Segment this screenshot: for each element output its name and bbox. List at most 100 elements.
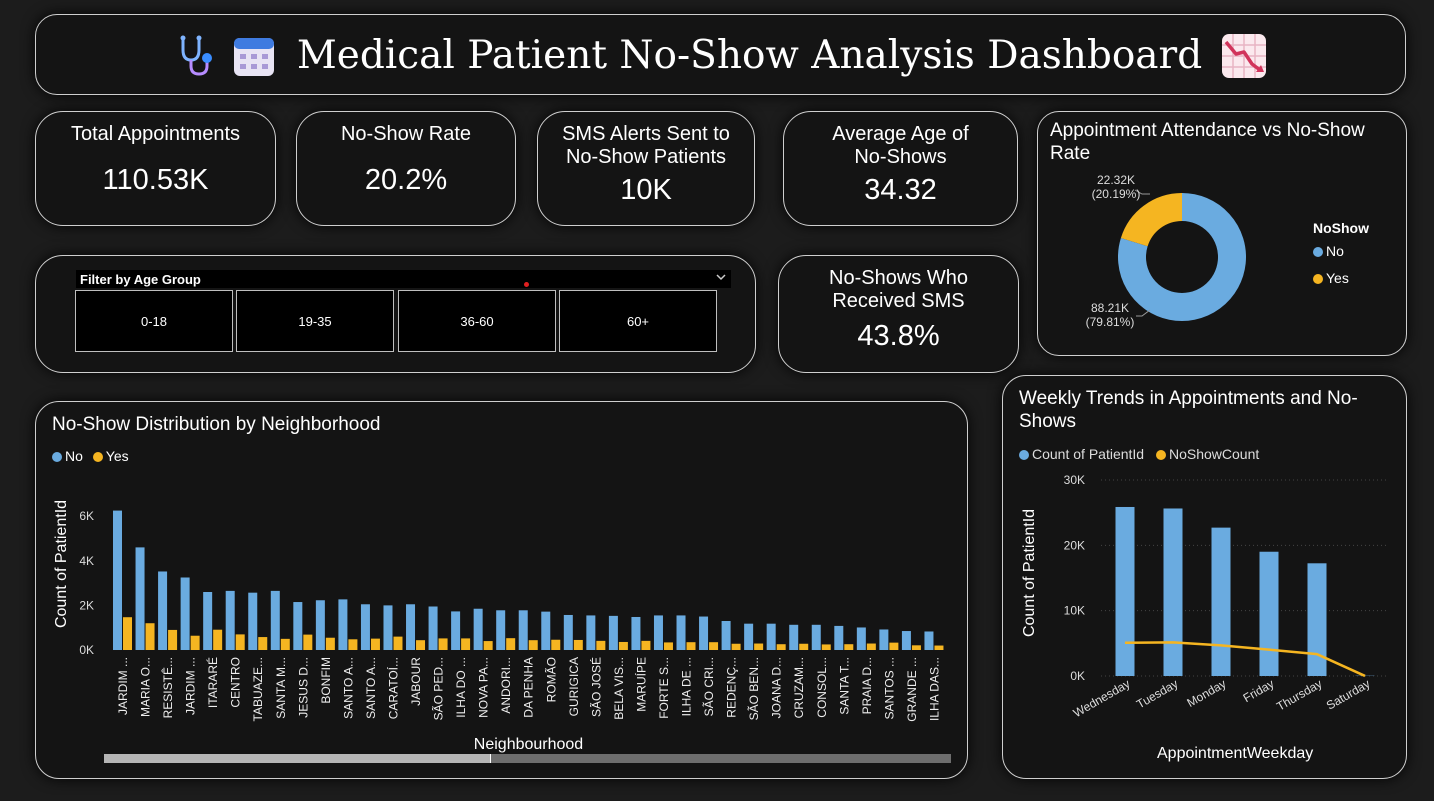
bar-no[interactable]	[721, 621, 731, 650]
bar-no[interactable]	[158, 571, 168, 650]
bar-yes[interactable]	[325, 637, 335, 650]
bar-yes[interactable]	[776, 644, 786, 650]
bar-no[interactable]	[180, 577, 190, 651]
bar-appointments[interactable]	[1115, 506, 1135, 676]
bar-yes[interactable]	[663, 642, 673, 650]
bar-no[interactable]	[834, 625, 844, 650]
bar-yes[interactable]	[303, 634, 313, 650]
bar-yes[interactable]	[280, 638, 290, 650]
filter-header[interactable]: Filter by Age Group	[76, 270, 731, 288]
bar-yes[interactable]	[573, 639, 583, 650]
chevron-down-icon[interactable]	[715, 270, 727, 289]
legend-item-no[interactable]: No	[52, 448, 83, 464]
bar-yes[interactable]	[866, 643, 876, 650]
leader-line-yes	[1134, 189, 1150, 195]
legend-item-yes[interactable]: Yes	[92, 448, 129, 464]
bar-no[interactable]	[135, 547, 145, 650]
bar-yes[interactable]	[348, 639, 358, 650]
bar-no[interactable]	[338, 599, 348, 650]
bar-yes[interactable]	[934, 645, 944, 650]
bar-no[interactable]	[203, 592, 213, 650]
bar-no[interactable]	[270, 590, 280, 650]
age-option-36-60[interactable]: 36-60	[398, 290, 556, 352]
bar-no[interactable]	[586, 615, 596, 650]
bar-no[interactable]	[901, 631, 911, 650]
age-option-0-18[interactable]: 0-18	[75, 290, 233, 352]
bar-yes[interactable]	[821, 644, 831, 650]
bar-no[interactable]	[428, 606, 438, 651]
bar-no[interactable]	[676, 615, 686, 650]
bar-yes[interactable]	[145, 623, 155, 650]
bar-yes[interactable]	[370, 638, 380, 650]
age-option-19-35[interactable]: 19-35	[236, 290, 394, 352]
bar-no[interactable]	[744, 623, 754, 650]
bar-no[interactable]	[360, 604, 370, 650]
age-option-60-plus[interactable]: 60+	[559, 290, 717, 352]
bar-no[interactable]	[856, 627, 866, 650]
bar-yes[interactable]	[123, 617, 132, 650]
bar-yes[interactable]	[911, 645, 921, 650]
donut-slice-no[interactable]	[1118, 193, 1246, 321]
bar-yes[interactable]	[438, 638, 448, 650]
bar-no[interactable]	[113, 510, 122, 650]
bar-appointments[interactable]	[1259, 551, 1279, 676]
bar-no[interactable]	[225, 590, 235, 650]
scrollbar-thumb[interactable]	[104, 754, 491, 763]
bar-yes[interactable]	[844, 644, 854, 650]
bar-no[interactable]	[879, 629, 889, 650]
bar-yes[interactable]	[416, 640, 426, 650]
bar-no[interactable]	[406, 604, 416, 650]
bar-no[interactable]	[248, 592, 258, 650]
bar-appointments[interactable]	[1307, 563, 1327, 676]
bar-yes[interactable]	[709, 642, 719, 650]
donut-slice-yes[interactable]	[1120, 193, 1183, 248]
bar-yes[interactable]	[483, 641, 493, 650]
bar-yes[interactable]	[461, 638, 471, 650]
bar-appointments[interactable]	[1163, 508, 1183, 676]
bar-yes[interactable]	[889, 642, 899, 650]
bar-yes[interactable]	[641, 640, 651, 650]
x-tick-label: REDENÇ...	[725, 657, 739, 718]
bar-yes[interactable]	[754, 643, 764, 650]
x-tick-label: CONSOL...	[815, 657, 829, 718]
bar-yes[interactable]	[213, 629, 223, 650]
bar-yes[interactable]	[731, 643, 741, 650]
bar-no[interactable]	[496, 610, 506, 650]
bar-yes[interactable]	[618, 641, 628, 650]
legend-item-yes[interactable]: Yes	[1313, 270, 1349, 286]
bar-yes[interactable]	[258, 637, 268, 650]
bar-yes[interactable]	[168, 629, 178, 650]
bar-yes[interactable]	[528, 640, 538, 650]
bar-no[interactable]	[293, 602, 303, 650]
bar-no[interactable]	[924, 631, 934, 650]
bar-yes[interactable]	[551, 639, 561, 650]
line-noshow-count[interactable]	[1124, 641, 1366, 678]
legend-item-no[interactable]: No	[1313, 243, 1344, 259]
bar-yes[interactable]	[190, 635, 200, 650]
bar-no[interactable]	[518, 610, 528, 650]
bar-no[interactable]	[315, 600, 325, 650]
bar-no[interactable]	[608, 615, 618, 650]
bar-no[interactable]	[789, 624, 799, 650]
horizontal-scrollbar[interactable]	[104, 754, 951, 763]
legend-item-count[interactable]: Count of PatientId	[1019, 446, 1144, 462]
bar-no[interactable]	[811, 624, 821, 650]
bar-no[interactable]	[766, 623, 776, 650]
bar-yes[interactable]	[235, 634, 245, 650]
bar-no[interactable]	[699, 616, 709, 650]
bar-appointments[interactable]	[1211, 527, 1231, 676]
kpi-value: 34.32	[864, 174, 937, 206]
bar-no[interactable]	[653, 615, 663, 650]
bar-no[interactable]	[563, 614, 573, 650]
bar-no[interactable]	[383, 605, 393, 650]
bar-no[interactable]	[473, 608, 483, 650]
bar-yes[interactable]	[393, 636, 403, 650]
bar-no[interactable]	[631, 616, 641, 650]
bar-yes[interactable]	[596, 640, 606, 650]
bar-no[interactable]	[541, 611, 551, 650]
bar-yes[interactable]	[506, 638, 516, 650]
bar-no[interactable]	[451, 611, 461, 650]
bar-yes[interactable]	[799, 643, 809, 650]
bar-yes[interactable]	[686, 642, 696, 650]
legend-item-noshow[interactable]: NoShowCount	[1155, 446, 1259, 462]
